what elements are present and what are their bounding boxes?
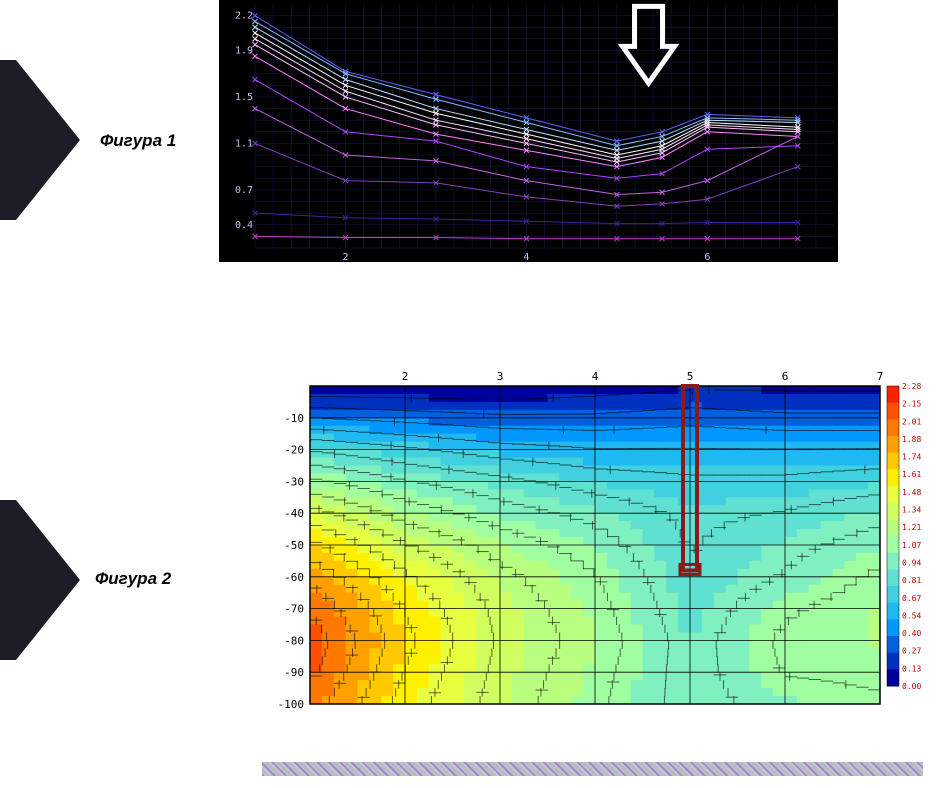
svg-text:1.88: 1.88 bbox=[902, 435, 921, 444]
svg-text:1.9: 1.9 bbox=[235, 45, 253, 56]
svg-text:0.40: 0.40 bbox=[902, 629, 921, 638]
svg-text:2: 2 bbox=[342, 252, 348, 262]
svg-text:0.13: 0.13 bbox=[902, 664, 921, 673]
svg-text:1.48: 1.48 bbox=[902, 488, 921, 497]
svg-text:1.07: 1.07 bbox=[902, 541, 921, 550]
svg-text:3: 3 bbox=[497, 370, 504, 383]
svg-text:-50: -50 bbox=[284, 539, 304, 552]
svg-text:4: 4 bbox=[523, 252, 529, 262]
svg-text:-10: -10 bbox=[284, 412, 304, 425]
svg-text:6: 6 bbox=[782, 370, 789, 383]
svg-text:1.1: 1.1 bbox=[235, 138, 253, 149]
svg-text:0.81: 0.81 bbox=[902, 576, 921, 585]
svg-text:0.7: 0.7 bbox=[235, 185, 253, 196]
svg-text:-90: -90 bbox=[284, 666, 304, 679]
svg-text:1.5: 1.5 bbox=[235, 92, 253, 103]
svg-text:0.94: 0.94 bbox=[902, 558, 921, 567]
figure-1-chart: 0.4 0.7 1.1 1.5 1.9 2.2 2 4 6 bbox=[219, 0, 838, 262]
svg-text:2.28: 2.28 bbox=[902, 382, 921, 391]
svg-text:-40: -40 bbox=[284, 507, 304, 520]
svg-text:2: 2 bbox=[402, 370, 409, 383]
svg-text:5: 5 bbox=[687, 370, 694, 383]
bottom-noise-strip bbox=[262, 762, 923, 776]
figure-1-label: Фигура 1 bbox=[100, 131, 176, 151]
svg-text:1.21: 1.21 bbox=[902, 523, 921, 532]
svg-text:2.15: 2.15 bbox=[902, 400, 921, 409]
figure-2-label: Фигура 2 bbox=[95, 569, 171, 589]
svg-text:4: 4 bbox=[592, 370, 599, 383]
svg-text:-30: -30 bbox=[284, 475, 304, 488]
svg-text:1.74: 1.74 bbox=[902, 453, 921, 462]
svg-text:0.54: 0.54 bbox=[902, 611, 921, 620]
svg-text:2.2: 2.2 bbox=[235, 11, 253, 22]
figure-2-heatmap: 2 3 4 5 6 7 -10 -20 -30 -40 -50 -60 -70 -80 -90 -100 2.2… bbox=[262, 362, 923, 724]
svg-text:0.67: 0.67 bbox=[902, 594, 921, 603]
svg-text:0.27: 0.27 bbox=[902, 647, 921, 656]
svg-text:6: 6 bbox=[704, 252, 710, 262]
svg-text:7: 7 bbox=[877, 370, 884, 383]
arrow-indicator bbox=[623, 6, 675, 83]
svg-text:-80: -80 bbox=[284, 634, 304, 647]
svg-text:-100: -100 bbox=[278, 698, 305, 711]
svg-text:-20: -20 bbox=[284, 444, 304, 457]
svg-text:0.00: 0.00 bbox=[902, 682, 921, 691]
svg-text:1.34: 1.34 bbox=[902, 506, 921, 515]
svg-text:-70: -70 bbox=[284, 603, 304, 616]
svg-text:0.4: 0.4 bbox=[235, 220, 253, 231]
svg-text:2.01: 2.01 bbox=[902, 417, 921, 426]
svg-text:-60: -60 bbox=[284, 571, 304, 584]
svg-text:1.61: 1.61 bbox=[902, 470, 921, 479]
